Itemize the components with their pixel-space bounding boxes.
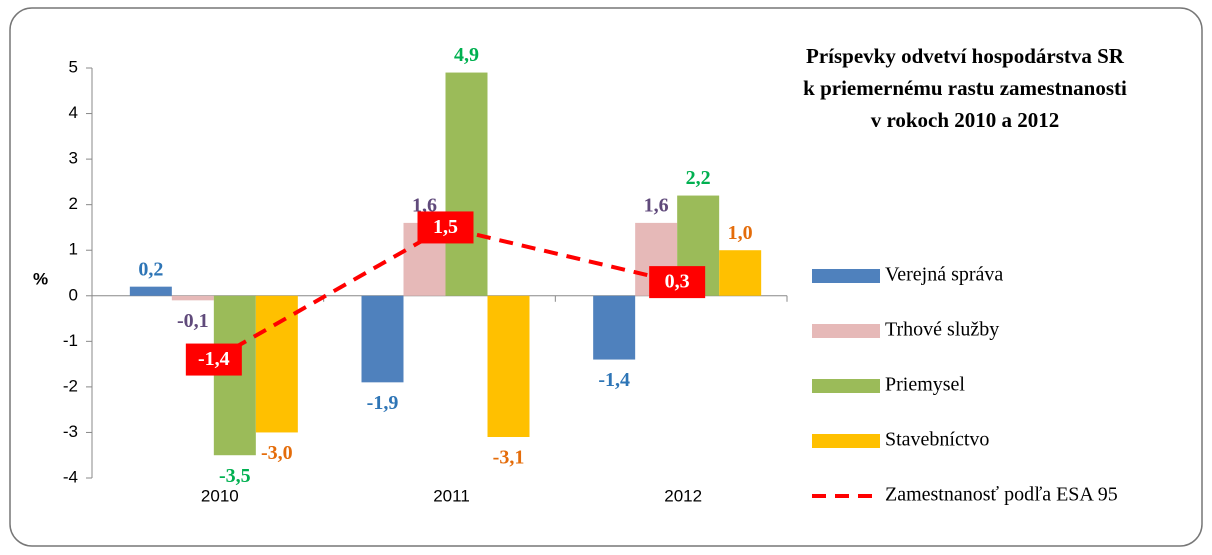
y-tick-label: 3 (69, 149, 78, 168)
frame (9, 7, 1203, 547)
data-label: 1,6 (412, 194, 437, 216)
legend-label: Priemysel (885, 374, 965, 396)
data-label: 0,2 (138, 258, 163, 280)
data-label: 2,2 (686, 167, 711, 189)
y-tick-label: -3 (63, 422, 78, 441)
legend-swatch (812, 324, 880, 338)
legend-label: Zamestnanosť podľa ESA 95 (885, 484, 1118, 506)
y-tick-label: -4 (63, 467, 78, 486)
data-label: -1,4 (198, 348, 230, 370)
bar (255, 295, 298, 433)
legend-label: Trhové služby (885, 319, 999, 341)
chart-title: Príspevky odvetví hospodárstva SR (806, 44, 1125, 68)
y-tick-label: 1 (69, 240, 78, 259)
label-box (185, 343, 242, 376)
y-axis-label: % (33, 269, 48, 288)
y-tick-label: 2 (69, 194, 78, 213)
data-label: -3,1 (493, 447, 525, 469)
y-tick-label: -2 (63, 376, 78, 395)
y-tick-label: 5 (69, 57, 78, 76)
legend-swatch (812, 379, 880, 393)
data-label: 1,5 (433, 216, 458, 238)
x-tick-label: 2011 (433, 486, 470, 505)
chart-title: k priemernému rastu zamestnanosti (803, 76, 1127, 100)
bar (487, 295, 530, 437)
data-label: 0,3 (665, 271, 690, 293)
data-label: 1,0 (728, 222, 753, 244)
x-tick-label: 2012 (664, 486, 702, 505)
data-label: -3,5 (219, 465, 251, 487)
bar (171, 295, 214, 301)
legend-label: Stavebníctvo (885, 429, 989, 451)
data-label: -0,1 (177, 310, 209, 332)
data-label: -3,0 (261, 442, 293, 464)
label-box (649, 266, 706, 299)
x-tick-label: 2010 (201, 486, 239, 505)
data-label: -1,4 (598, 369, 630, 391)
bar (719, 250, 762, 296)
legend-swatch (812, 434, 880, 448)
chart-title: v rokoch 2010 a 2012 (871, 108, 1060, 132)
bar (361, 295, 404, 383)
legend-swatch (812, 269, 880, 283)
y-tick-label: -1 (63, 331, 78, 350)
legend-label: Verejná správa (885, 264, 1003, 286)
bar (445, 72, 488, 296)
y-tick-label: 4 (69, 103, 78, 122)
data-label: 1,6 (644, 194, 669, 216)
data-label: -1,9 (367, 392, 399, 414)
label-box (417, 211, 474, 244)
bar (129, 286, 172, 296)
data-label: 4,9 (454, 44, 479, 66)
bar (593, 295, 636, 360)
y-tick-label: 0 (69, 285, 78, 304)
